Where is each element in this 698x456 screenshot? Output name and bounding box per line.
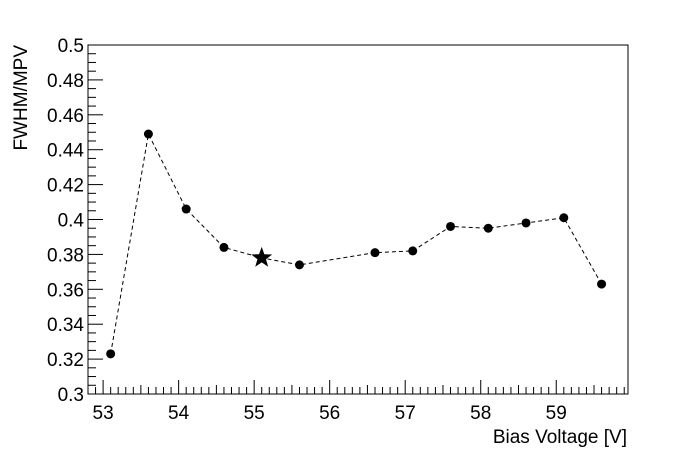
x-axis-ticks: [87, 380, 625, 394]
data-point: [181, 204, 191, 214]
y-tick-label: 0.46: [47, 106, 84, 127]
y-tick-label: 0.42: [47, 176, 84, 197]
x-tick-label: 55: [244, 403, 265, 424]
data-point: [483, 223, 493, 233]
data-point: [106, 349, 116, 359]
data-point: [559, 213, 569, 223]
data-point-star: [251, 246, 273, 267]
data-point: [446, 221, 456, 231]
y-axis-ticks: [88, 44, 103, 395]
y-axis-label: FWHM/MPV: [11, 45, 32, 151]
data-point: [143, 129, 153, 139]
y-tick-label: 0.32: [47, 350, 84, 371]
x-tick-label: 53: [93, 403, 114, 424]
data-point: [370, 248, 380, 258]
series-markers: [106, 129, 607, 359]
series-line: [110, 132, 603, 354]
data-point: [219, 242, 229, 252]
series-lines: [110, 132, 603, 354]
y-tick-label: 0.48: [47, 71, 84, 92]
y-tick-label: 0.3: [58, 385, 84, 406]
y-tick-label: 0.34: [47, 315, 84, 336]
y-tick-label: 0.5: [58, 36, 84, 57]
data-point: [408, 246, 418, 256]
x-tick-label: 54: [168, 403, 190, 424]
y-tick-label: 0.38: [47, 245, 84, 266]
data-point: [521, 218, 531, 228]
y-tick-label: 0.36: [47, 280, 84, 301]
data-point: [597, 279, 607, 289]
x-tick-label: 59: [546, 403, 567, 424]
x-axis-tick-labels: 53 54 55 56 57 58 59: [93, 403, 567, 424]
y-axis-tick-labels: 0.3 0.32 0.34 0.36 0.38 0.4 0.42 0.44 0.46 0.48 0.…: [47, 36, 84, 406]
x-tick-label: 57: [395, 403, 416, 424]
x-axis-label: Bias Voltage [V]: [493, 427, 627, 448]
y-tick-label: 0.44: [47, 141, 84, 162]
x-tick-label: 56: [319, 403, 340, 424]
y-tick-label: 0.4: [58, 211, 85, 232]
plot-frame: [87, 44, 629, 395]
data-point: [294, 260, 304, 270]
x-tick-label: 58: [470, 403, 491, 424]
